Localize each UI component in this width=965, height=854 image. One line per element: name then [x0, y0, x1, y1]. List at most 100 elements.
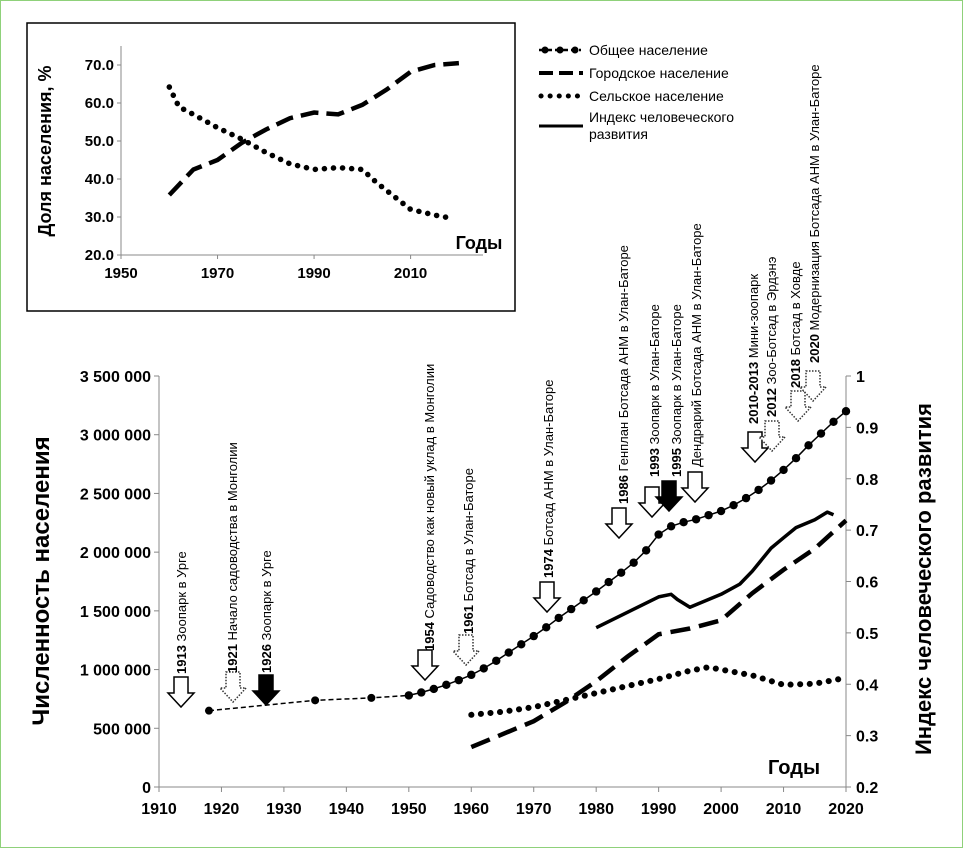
series-total-point [542, 623, 551, 632]
series-total-point [367, 693, 376, 702]
series-total-point [629, 558, 638, 567]
series-total-point [604, 577, 613, 587]
inset-series-rural-line [166, 84, 452, 221]
main-x-axis-label: Годы [768, 757, 820, 779]
main-y2-axis-label: Индекс человеческого развития [911, 403, 936, 755]
series-urban-line [470, 518, 848, 750]
main-y2-tick-label: 0.3 [856, 729, 878, 746]
main-y2-tick-label: 0.2 [856, 780, 878, 797]
series-total-point [829, 417, 838, 426]
main-x-tick-label: 1990 [641, 801, 677, 818]
series-total-point [204, 706, 213, 715]
series-total-point [704, 510, 713, 520]
inset-x-tick-label: 2010 [394, 265, 427, 282]
legend-label-urban: Городское население [589, 65, 729, 81]
inset-chart-border [26, 22, 516, 312]
series-total-point [716, 506, 726, 516]
series-total-point [492, 656, 501, 665]
series-total-point [666, 522, 676, 531]
main-y-tick-label: 2 500 000 [80, 486, 151, 503]
inset-y-tick-label: 40.0 [85, 171, 114, 188]
main-y-axis-label: Численность населения [28, 436, 55, 725]
series-total-point [567, 604, 576, 614]
inset-y-tick-label: 50.0 [85, 133, 114, 150]
annotation-label: 2010-2013 Мини-зоопарк [746, 274, 761, 424]
main-x-tick-label: 2020 [828, 801, 864, 818]
annotation-label: 1974 Ботсад АНМ в Улан-Баторе [541, 380, 556, 578]
series-total-point [429, 684, 438, 694]
inset-x-tick-label: 1990 [297, 265, 330, 282]
annotation-label: 2020 Модернизация Ботсада АНМ в Улан-Бат… [807, 64, 822, 363]
annotation-label: 1961 Ботсад в Улан-Баторе [461, 468, 476, 634]
inset-x-tick-label: 1950 [104, 265, 137, 282]
series-total-point [311, 696, 320, 705]
series-total-point [766, 476, 776, 485]
main-y2-tick-label: 0.7 [856, 523, 878, 540]
annotations: 1913 Зоопарк в Урге 1921 Начало садоводст… [166, 64, 828, 709]
outline-arrow-icon [680, 471, 710, 504]
series-total-point [467, 670, 476, 680]
filled-arrow-icon [654, 480, 684, 513]
legend-label-total: Общее население [589, 42, 708, 58]
series-total-point [504, 648, 513, 657]
annotation-label: 1913 Зоопарк в Урге [174, 551, 189, 674]
series-total-point [579, 596, 588, 605]
main-chart: Численность населения Индекс человеческо… [28, 369, 936, 818]
series-total-point [691, 515, 701, 524]
main-y2-tick-label: 0.4 [856, 677, 878, 694]
inset-y-tick-label: 30.0 [85, 209, 114, 226]
series-total-point [616, 568, 626, 577]
main-y2-tick-label: 1 [856, 369, 865, 386]
main-y-tick-label: 0 [142, 780, 151, 797]
series-total-point [754, 485, 763, 495]
main-x-tick-label: 2010 [766, 801, 802, 818]
main-y-tick-label: 3 000 000 [80, 428, 151, 445]
series-total-point [791, 454, 801, 463]
outline-arrow-icon [410, 649, 440, 682]
inset-y-tick-label: 70.0 [85, 57, 114, 74]
series-total-point [729, 500, 738, 510]
main-y2-tick-label: 0.8 [856, 472, 878, 489]
dotted-arrow-icon [218, 671, 248, 704]
series-total-point [529, 631, 538, 641]
series-total-point [442, 680, 451, 690]
series-hdi-line [595, 510, 835, 630]
inset-x-tick-label: 1970 [201, 265, 234, 282]
outline-arrow-icon [166, 676, 196, 709]
dotted-arrow-icon [783, 390, 813, 423]
inset-series-urban-line [167, 60, 460, 197]
dotted-arrow-icon [757, 420, 787, 453]
legend-marker [556, 46, 564, 54]
inset-y-axis-label: Доля населения, % [35, 65, 55, 236]
series-total-point [816, 429, 826, 438]
series-total-point [804, 441, 813, 450]
dotted-arrow-icon [798, 370, 828, 403]
series-total-point [517, 640, 526, 649]
series-total-point [417, 688, 426, 697]
inset-x-axis-label: Годы [456, 233, 503, 253]
main-y-tick-label: 3 500 000 [80, 369, 151, 386]
filled-arrow-icon [251, 674, 281, 707]
main-x-tick-label: 1930 [266, 801, 302, 818]
annotation-label: Дендрарий Ботсада АНМ в Улан-Баторе [689, 223, 704, 467]
series-total-point [654, 530, 663, 539]
annotation-label: 1954 Садоводство как новый уклад в Монго… [422, 364, 437, 651]
main-y2-tick-label: 0.6 [856, 575, 878, 592]
annotation-label: 1986 Генплан Ботсада АНМ в Улан-Баторе [616, 245, 631, 504]
legend-marker [571, 46, 579, 54]
outline-arrow-icon [637, 486, 667, 519]
outline-arrow-icon [604, 507, 634, 540]
main-x-tick-label: 1910 [141, 801, 177, 818]
annotation-label: 1926 Зоопарк в Урге [259, 550, 274, 673]
annotation-label: 2018 Ботсад в Ховде [788, 261, 803, 388]
series-rural-line [468, 664, 843, 718]
series-total-point [591, 587, 601, 596]
legend-label-rural: Сельское население [589, 88, 724, 104]
series-total-point [479, 664, 488, 673]
main-y-tick-label: 1 000 000 [80, 663, 151, 680]
series-total-early-line [208, 694, 409, 712]
main-y2-tick-label: 0.9 [856, 420, 878, 437]
main-x-tick-label: 1960 [453, 801, 489, 818]
annotation-label: 1921 Начало садоводства в Монголии [225, 442, 240, 673]
